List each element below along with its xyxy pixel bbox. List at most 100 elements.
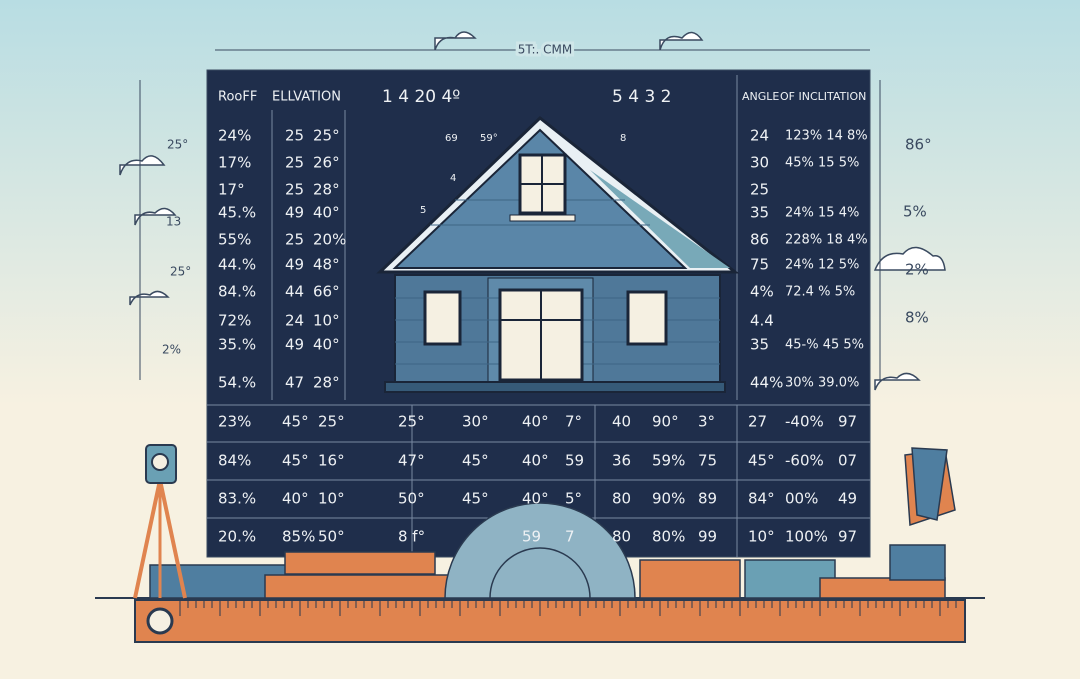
cell: 45°	[282, 452, 309, 470]
diagram-label: 4	[450, 173, 456, 184]
cell: 97	[838, 413, 857, 431]
side-label: 86°	[905, 136, 932, 154]
side-label: 5%	[903, 203, 927, 221]
blocks	[149, 447, 956, 599]
cell: 86	[750, 231, 769, 249]
cell: 25°	[313, 127, 340, 145]
cell: 5°	[565, 490, 582, 508]
cell: 24	[285, 312, 304, 330]
cell: 47	[285, 374, 304, 392]
cell: 72.4 % 5%	[785, 285, 855, 300]
cell: 7°	[565, 413, 582, 431]
cell: 54.%	[218, 374, 256, 392]
grid	[207, 75, 870, 557]
header-numbers: 1 4 20 4º	[382, 87, 460, 107]
cell: 90%	[652, 490, 685, 508]
cell: 25	[285, 231, 304, 249]
cell: 44.%	[218, 256, 256, 274]
cell: 30	[750, 154, 769, 172]
clouds	[119, 31, 946, 391]
cell: 17°	[218, 181, 245, 199]
cell: 40	[612, 413, 631, 431]
cell: 50°	[318, 528, 345, 546]
house	[376, 116, 740, 393]
cell: 30°	[462, 413, 489, 431]
cell: -60%	[785, 452, 824, 470]
cell: 45°	[748, 452, 775, 470]
cell: 59	[565, 452, 584, 470]
cell: 7	[565, 528, 575, 546]
cell: 28°	[313, 181, 340, 199]
cell: 123% 14 8%	[785, 129, 868, 144]
cell: 49	[285, 336, 304, 354]
cell: 40°	[522, 452, 549, 470]
header-inclination: OF INCLITATION	[780, 90, 866, 103]
side-label: 13	[166, 215, 181, 229]
cell: 80	[612, 490, 631, 508]
cell: 28°	[313, 374, 340, 392]
cell: 27	[748, 413, 767, 431]
cell: 45°	[462, 490, 489, 508]
cell: 44%	[750, 374, 783, 392]
cell: 45°	[462, 452, 489, 470]
cell: 89	[698, 490, 717, 508]
cell: 00%	[785, 490, 818, 508]
cell: 45-% 45 5%	[785, 338, 864, 353]
cell: 75	[750, 256, 769, 274]
cell: 4%	[750, 283, 774, 301]
cell: 24% 15 4%	[785, 206, 859, 221]
cell: 40°	[522, 490, 549, 508]
diagram-label: 59°	[480, 133, 498, 144]
cell: 35.%	[218, 336, 256, 354]
cell: 100%	[785, 528, 828, 546]
cell: 44	[285, 283, 304, 301]
cell: 50°	[398, 490, 425, 508]
cell: 25°	[318, 413, 345, 431]
cell: 24% 12 5%	[785, 258, 859, 273]
side-label: 25°	[170, 265, 191, 279]
cell: 45% 15 5%	[785, 156, 859, 171]
cell: 24	[750, 127, 769, 145]
cell: 40°	[313, 204, 340, 222]
cell: 35	[750, 336, 769, 354]
cell: 24%	[218, 127, 251, 145]
diagram-label: 5	[420, 205, 426, 216]
cell: 48°	[313, 256, 340, 274]
cell: 80	[612, 528, 631, 546]
cell: 10°	[318, 490, 345, 508]
cell: 3°	[698, 413, 715, 431]
cell: 25	[285, 127, 304, 145]
side-label: 8%	[905, 309, 929, 327]
header-elevation: ELLVATION	[272, 90, 341, 105]
cell: 26°	[313, 154, 340, 172]
cell: 36	[612, 452, 631, 470]
cell: 66°	[313, 283, 340, 301]
cell: 83.%	[218, 490, 256, 508]
cell: 25	[285, 154, 304, 172]
cell: 99	[698, 528, 717, 546]
diagram-label: 8	[620, 133, 626, 144]
cell: 4.4	[750, 312, 774, 330]
cell: 228% 18 4%	[785, 233, 868, 248]
cell: 25	[285, 181, 304, 199]
header-roof: RooFF	[218, 90, 257, 105]
cell: 23%	[218, 413, 251, 431]
cell: 10°	[313, 312, 340, 330]
cell: 49	[285, 204, 304, 222]
header-numbers: 5 4 3 2	[612, 87, 671, 107]
cell: 59%	[652, 452, 685, 470]
cell: -40%	[785, 413, 824, 431]
cell: 40°	[313, 336, 340, 354]
cell: 8 f°	[398, 528, 425, 546]
cell: 30% 39.0%	[785, 376, 859, 391]
cell: 17%	[218, 154, 251, 172]
diagram-label: 69	[445, 133, 458, 144]
cell: 07	[838, 452, 857, 470]
cell: 55%	[218, 231, 251, 249]
side-label: 2%	[905, 261, 929, 279]
cell: 47°	[398, 452, 425, 470]
cell: 35	[750, 204, 769, 222]
side-label: 2%	[162, 343, 181, 357]
cell: 72%	[218, 312, 251, 330]
cell: 97	[838, 528, 857, 546]
